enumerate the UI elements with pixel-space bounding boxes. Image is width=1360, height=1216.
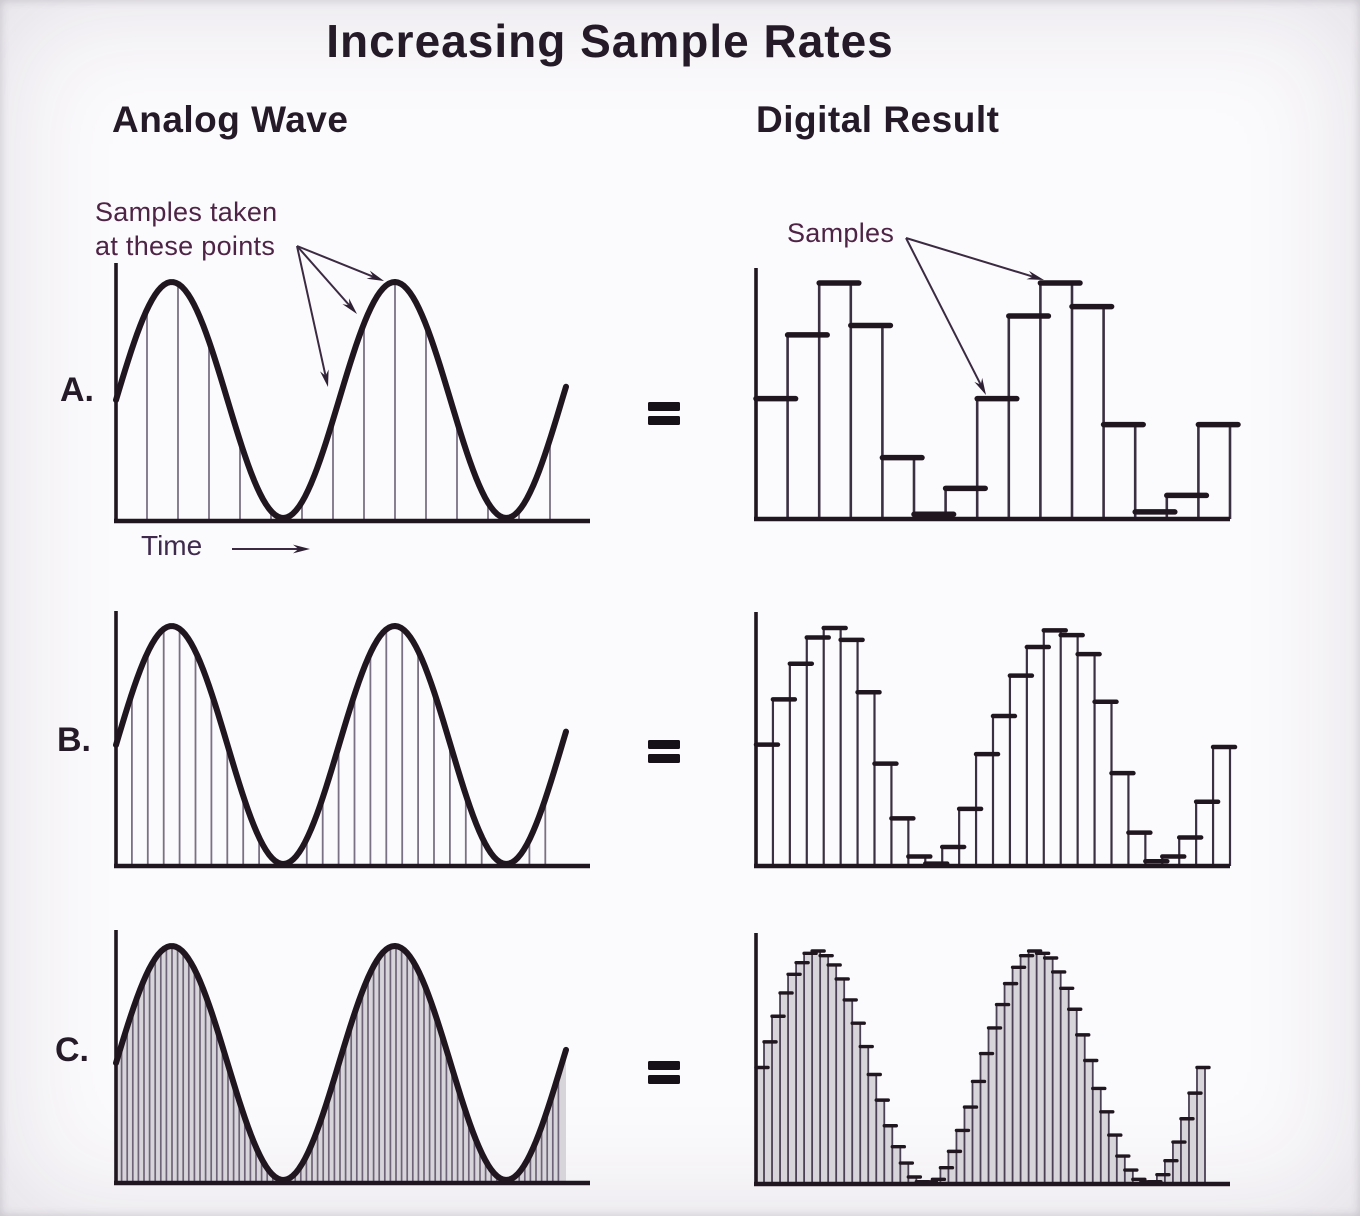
analog-panel-b	[113, 611, 590, 869]
digital-panel-b	[753, 612, 1238, 869]
column-header-digital: Digital Result	[756, 99, 1000, 140]
analog-panel-c	[113, 930, 590, 1186]
digital-panel-a	[753, 268, 1241, 522]
analog-panel-a	[113, 263, 590, 524]
time-axis-label: Time	[141, 530, 203, 561]
page-title: Increasing Sample Rates	[326, 15, 894, 67]
samples-annotation: Samples	[787, 218, 895, 248]
row-label-b: B.	[57, 721, 91, 759]
annotation-arrows	[232, 237, 1044, 554]
row-label-a: A.	[60, 371, 94, 409]
equals-sign-c	[648, 1061, 680, 1089]
row-label-c: C.	[55, 1031, 89, 1069]
samples-taken-annotation-line2: at these points	[95, 231, 276, 261]
digital-panel-c	[754, 933, 1230, 1187]
equals-sign-a	[648, 402, 680, 430]
samples-taken-annotation-line1: Samples taken	[95, 197, 278, 227]
equals-sign-b	[648, 740, 680, 768]
column-header-analog: Analog Wave	[112, 99, 349, 140]
